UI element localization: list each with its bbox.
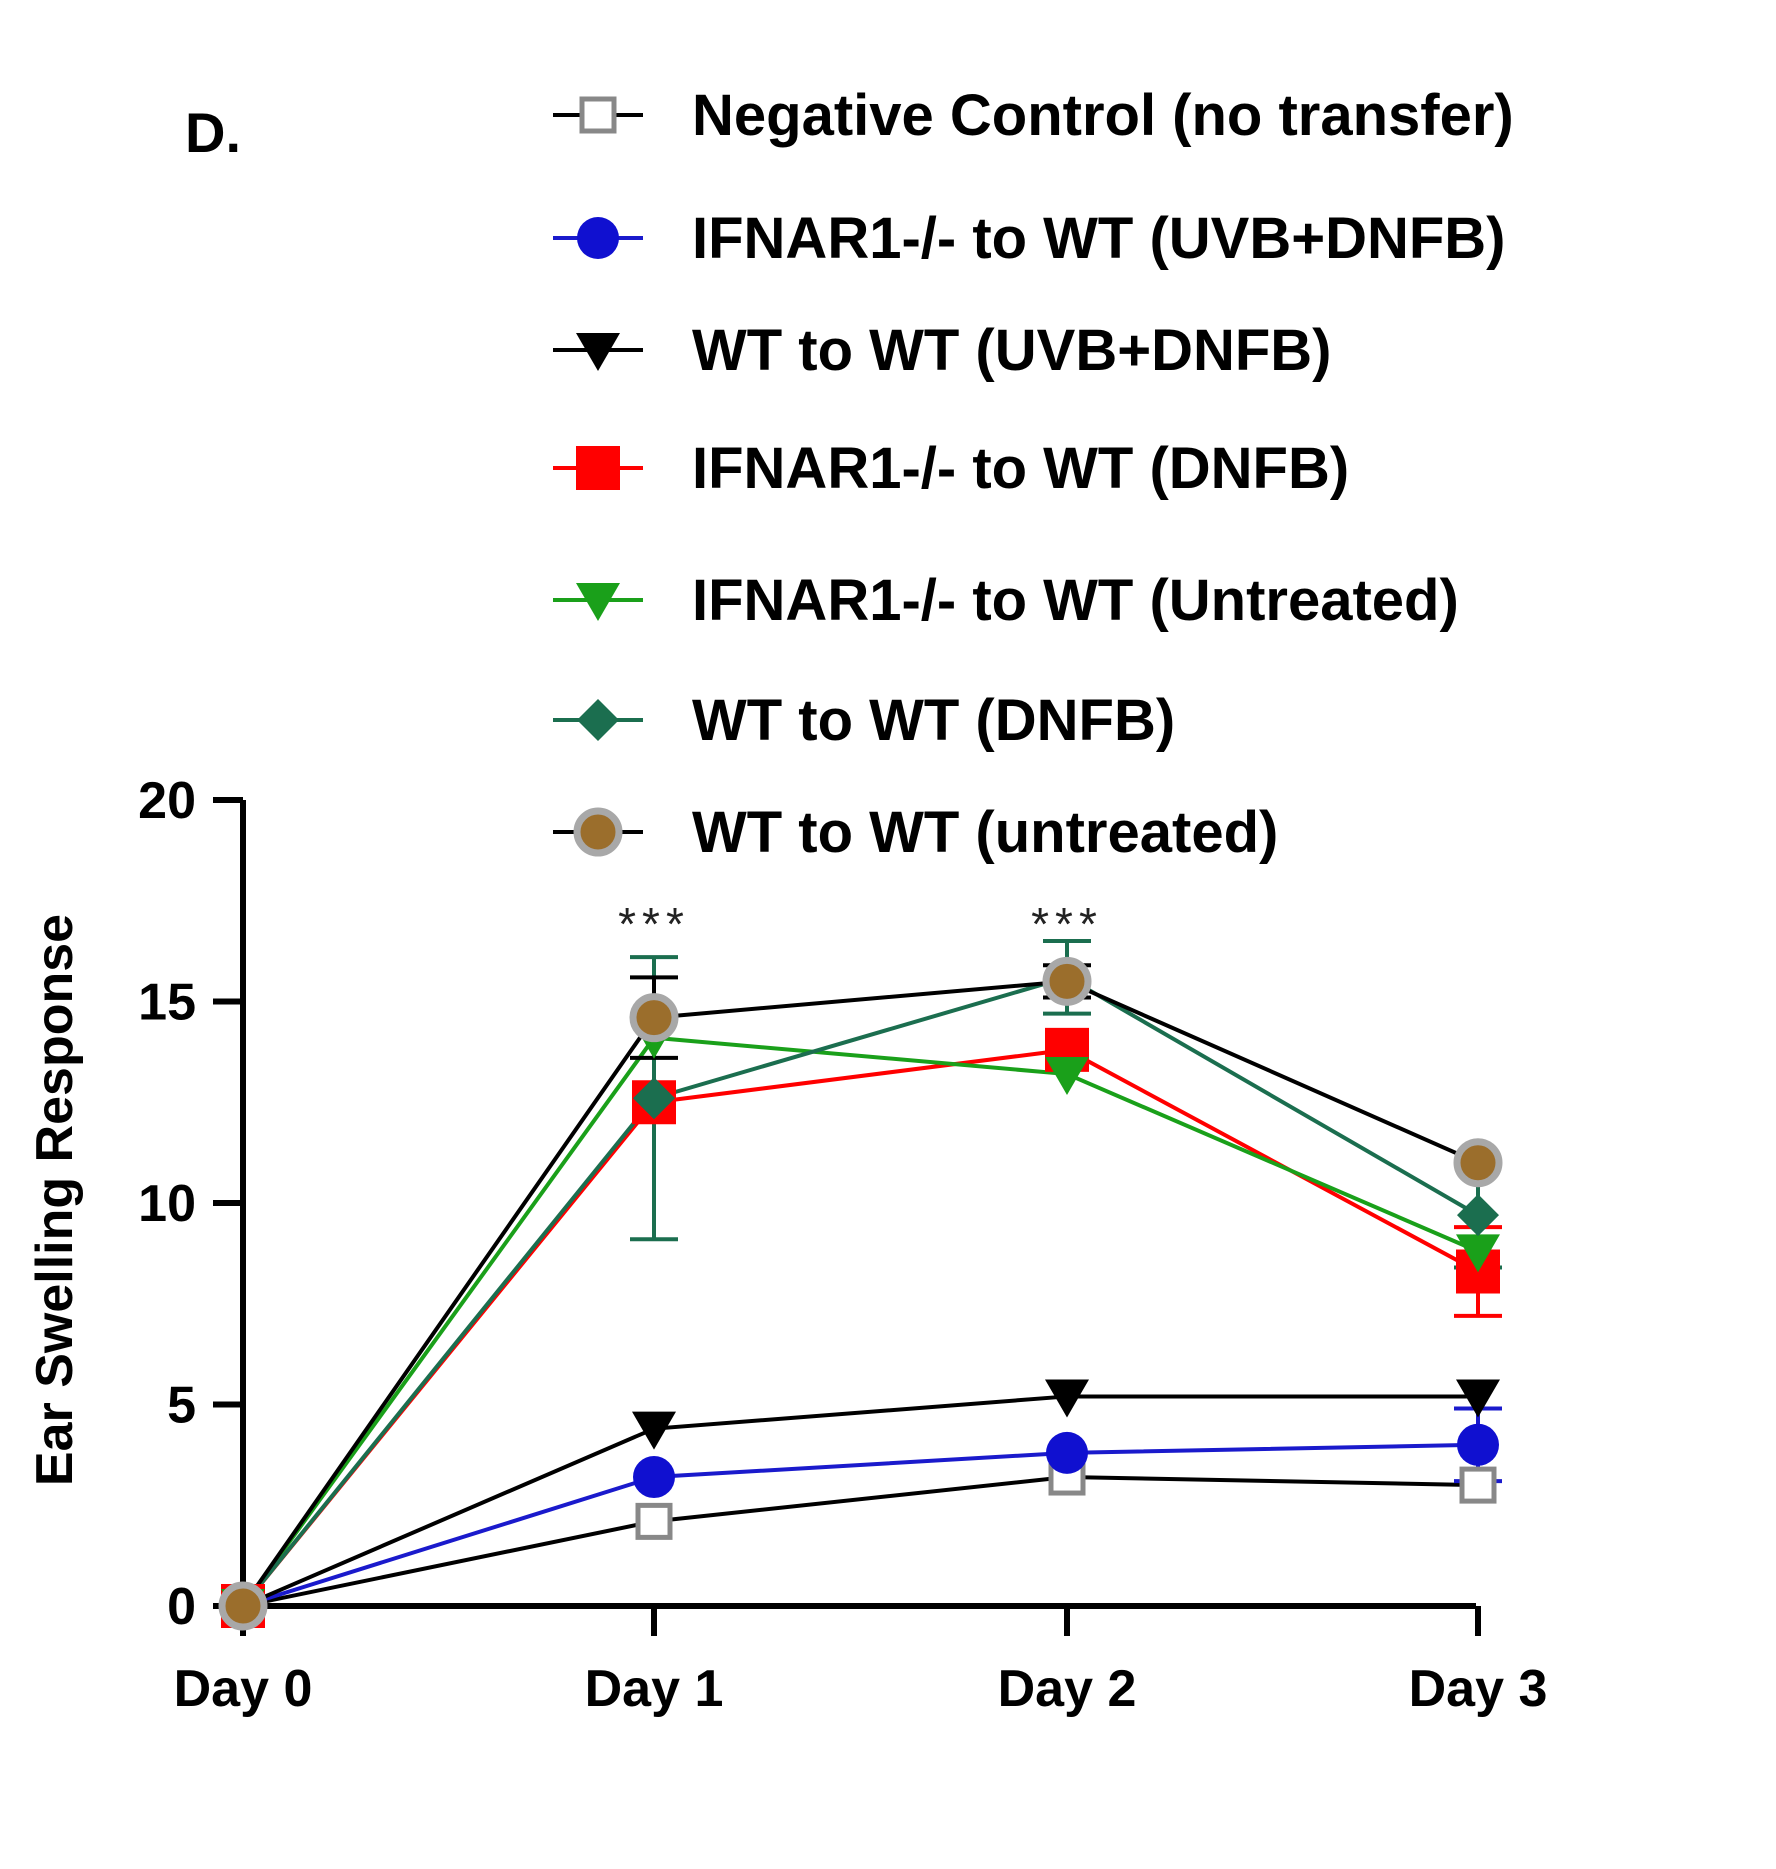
data-point-wt-to-wt-uvb-dnfb xyxy=(1456,1379,1500,1418)
data-point-ifnar1-to-wt-uvb-dnfb xyxy=(1046,1431,1088,1474)
x-tick-label: Day 1 xyxy=(585,1660,724,1718)
legend-label: WT to WT (untreated) xyxy=(692,800,1278,865)
legend-label: IFNAR1-/- to WT (Untreated) xyxy=(692,568,1459,633)
data-point-ifnar1-to-wt-uvb-dnfb xyxy=(1457,1423,1499,1466)
data-point-negative-control-no-transfer xyxy=(635,1502,673,1540)
legend-item-ifnar1-to-wt-dnfb: IFNAR1-/- to WT (DNFB) xyxy=(553,436,1349,501)
data-point-wt-to-wt-untreated xyxy=(1453,1138,1503,1188)
legend-marker xyxy=(577,217,619,259)
series-line-ifnar1-to-wt-dnfb xyxy=(241,1047,1479,1608)
legend-marker xyxy=(576,446,620,490)
markers xyxy=(218,956,1503,1631)
significance-annotations: *** *** xyxy=(618,898,1103,950)
data-point-ifnar1-to-wt-uvb-dnfb xyxy=(633,1456,675,1499)
legend-marker xyxy=(579,96,617,134)
data-point-wt-to-wt-dnfb xyxy=(633,1077,675,1120)
panel-label: D. xyxy=(185,101,241,164)
legend-label: Negative Control (no transfer) xyxy=(692,83,1514,148)
y-axis-title: Ear Swelling Response xyxy=(26,914,84,1486)
x-ticks: Day 0 Day 1 Day 2 Day 3 xyxy=(174,1606,1548,1718)
data-point-ifnar1-to-wt-untreated xyxy=(1045,1057,1089,1096)
series-line-ifnar1-to-wt-untreated xyxy=(241,1035,1479,1608)
legend-marker xyxy=(577,699,619,741)
legend-item-ifnar1-to-wt-uvb-dnfb: IFNAR1-/- to WT (UVB+DNFB) xyxy=(553,206,1506,271)
legend-marker xyxy=(573,807,623,857)
data-point-negative-control-no-transfer xyxy=(1459,1466,1497,1504)
legend-marker xyxy=(576,583,620,621)
data-point-wt-to-wt-untreated xyxy=(218,1581,268,1631)
legend-item-ifnar1-to-wt-untreated: IFNAR1-/- to WT (Untreated) xyxy=(553,568,1459,633)
legend-item-wt-to-wt-uvb-dnfb: WT to WT (UVB+DNFB) xyxy=(553,318,1331,383)
data-point-wt-to-wt-dnfb xyxy=(1457,1194,1499,1237)
series-line-ifnar1-to-wt-uvb-dnfb xyxy=(242,1442,1479,1608)
legend: Negative Control (no transfer) IFNAR1-/- … xyxy=(553,83,1514,865)
legend-label: IFNAR1-/- to WT (DNFB) xyxy=(692,436,1349,501)
data-point-ifnar1-to-wt-untreated xyxy=(1456,1234,1500,1273)
y-tick-label: 15 xyxy=(138,974,196,1032)
x-tick-label: Day 3 xyxy=(1409,1660,1548,1718)
legend-marker xyxy=(576,333,620,371)
y-ticks: 0 5 10 15 20 xyxy=(138,772,243,1636)
series-line-wt-to-wt-dnfb xyxy=(241,975,1480,1608)
y-tick-label: 5 xyxy=(167,1377,196,1435)
legend-item-wt-to-wt-dnfb: WT to WT (DNFB) xyxy=(553,688,1175,753)
significance-marker: *** xyxy=(618,898,690,950)
series-line-negative-control-no-transfer xyxy=(242,1475,1479,1608)
y-tick-label: 10 xyxy=(138,1175,196,1233)
series-lines xyxy=(241,975,1480,1608)
significance-marker: *** xyxy=(1031,898,1103,950)
x-tick-label: Day 0 xyxy=(174,1660,313,1718)
legend-item-wt-to-wt-untreated: WT to WT (untreated) xyxy=(553,800,1278,865)
y-tick-label: 20 xyxy=(138,772,196,830)
series-line-wt-to-wt-untreated xyxy=(241,979,1479,1608)
y-tick-label: 0 xyxy=(167,1578,196,1636)
x-tick-label: Day 2 xyxy=(998,1660,1137,1718)
data-point-wt-to-wt-uvb-dnfb xyxy=(632,1411,676,1450)
legend-item-negative-control-no-transfer: Negative Control (no transfer) xyxy=(553,83,1514,148)
data-point-wt-to-wt-untreated xyxy=(629,993,679,1043)
legend-label: WT to WT (UVB+DNFB) xyxy=(692,318,1331,383)
data-point-wt-to-wt-uvb-dnfb xyxy=(1045,1379,1089,1418)
series-line-wt-to-wt-uvb-dnfb xyxy=(242,1394,1478,1608)
data-point-wt-to-wt-untreated xyxy=(1042,956,1092,1006)
legend-label: IFNAR1-/- to WT (UVB+DNFB) xyxy=(692,206,1506,271)
legend-label: WT to WT (DNFB) xyxy=(692,688,1175,753)
axes xyxy=(240,800,1476,1609)
